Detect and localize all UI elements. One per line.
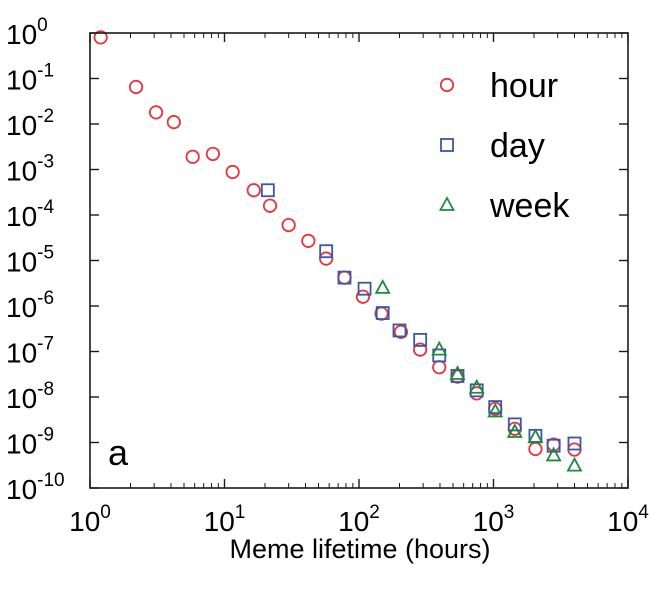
y-tick-label: 10-10: [6, 470, 65, 505]
hour-point: [148, 105, 164, 120]
hour-point: [205, 146, 221, 162]
hour-point: [413, 342, 428, 357]
y-tick-label: 10-1: [6, 61, 54, 96]
x-tick-label: 102: [338, 502, 380, 537]
x-tick-label: 100: [69, 502, 111, 537]
week-point: [566, 456, 583, 472]
day-point: [546, 438, 561, 453]
hour-point: [393, 324, 409, 339]
legend-marker-week: [438, 196, 456, 211]
day-point: [507, 417, 522, 432]
points-layer: [93, 30, 583, 472]
y-tick-label: 10-3: [6, 152, 54, 187]
hour-point: [301, 233, 316, 248]
x-axis-title: Meme lifetime (hours): [229, 534, 490, 564]
day-point: [319, 244, 334, 259]
day-point: [375, 306, 390, 320]
day-point: [450, 369, 465, 383]
y-tick-label: 10-2: [6, 106, 54, 141]
week-point: [449, 365, 466, 380]
legend-marker-day: [440, 138, 454, 152]
hour-point: [246, 183, 261, 198]
hour-point: [355, 289, 371, 304]
legend-label-hour: hour: [490, 67, 558, 105]
day-point: [488, 400, 503, 414]
x-tick-label: 103: [473, 502, 515, 537]
week-point: [431, 340, 448, 356]
hour-point: [262, 198, 278, 213]
week-point: [374, 279, 391, 294]
panel-label: a: [108, 432, 129, 473]
day-point: [413, 332, 428, 347]
week-point: [506, 423, 523, 438]
hour-point: [128, 79, 144, 95]
day-point: [357, 281, 372, 296]
hour-point: [281, 217, 296, 233]
hour-point: [185, 149, 200, 164]
plot-frame: [89, 32, 629, 489]
tick-labels-layer: 100 101 102 103 104 100 10-1 10-2 10-3 10-4 10-5 10…: [6, 15, 649, 537]
series-week: [374, 279, 583, 472]
day-point: [337, 270, 352, 285]
x-tick-label: 104: [607, 502, 649, 537]
y-tick-label: 10-6: [6, 288, 54, 323]
y-tick-label: 10-5: [6, 243, 54, 278]
week-point: [527, 428, 544, 444]
week-point: [545, 446, 562, 462]
day-point: [260, 183, 275, 198]
y-tick-label: 10-7: [6, 334, 54, 369]
legend-label-day: day: [490, 127, 545, 165]
y-tick-label: 100: [6, 15, 48, 50]
y-tick-label: 10-9: [6, 425, 54, 460]
hour-point: [319, 251, 334, 266]
ticks-layer: [89, 32, 629, 489]
day-point: [392, 323, 407, 338]
series-day: [260, 183, 582, 453]
legend: hour day week: [438, 67, 570, 225]
y-tick-label: 10-4: [6, 197, 54, 232]
hour-point: [166, 115, 181, 130]
week-point: [487, 402, 504, 418]
day-point: [567, 436, 582, 451]
x-tick-label: 101: [204, 502, 246, 537]
legend-label-week: week: [489, 187, 570, 225]
legend-marker-hour: [439, 77, 455, 93]
week-point: [468, 378, 485, 394]
y-tick-label: 10-8: [6, 379, 54, 414]
hour-point: [225, 164, 240, 180]
hour-point: [93, 30, 108, 45]
